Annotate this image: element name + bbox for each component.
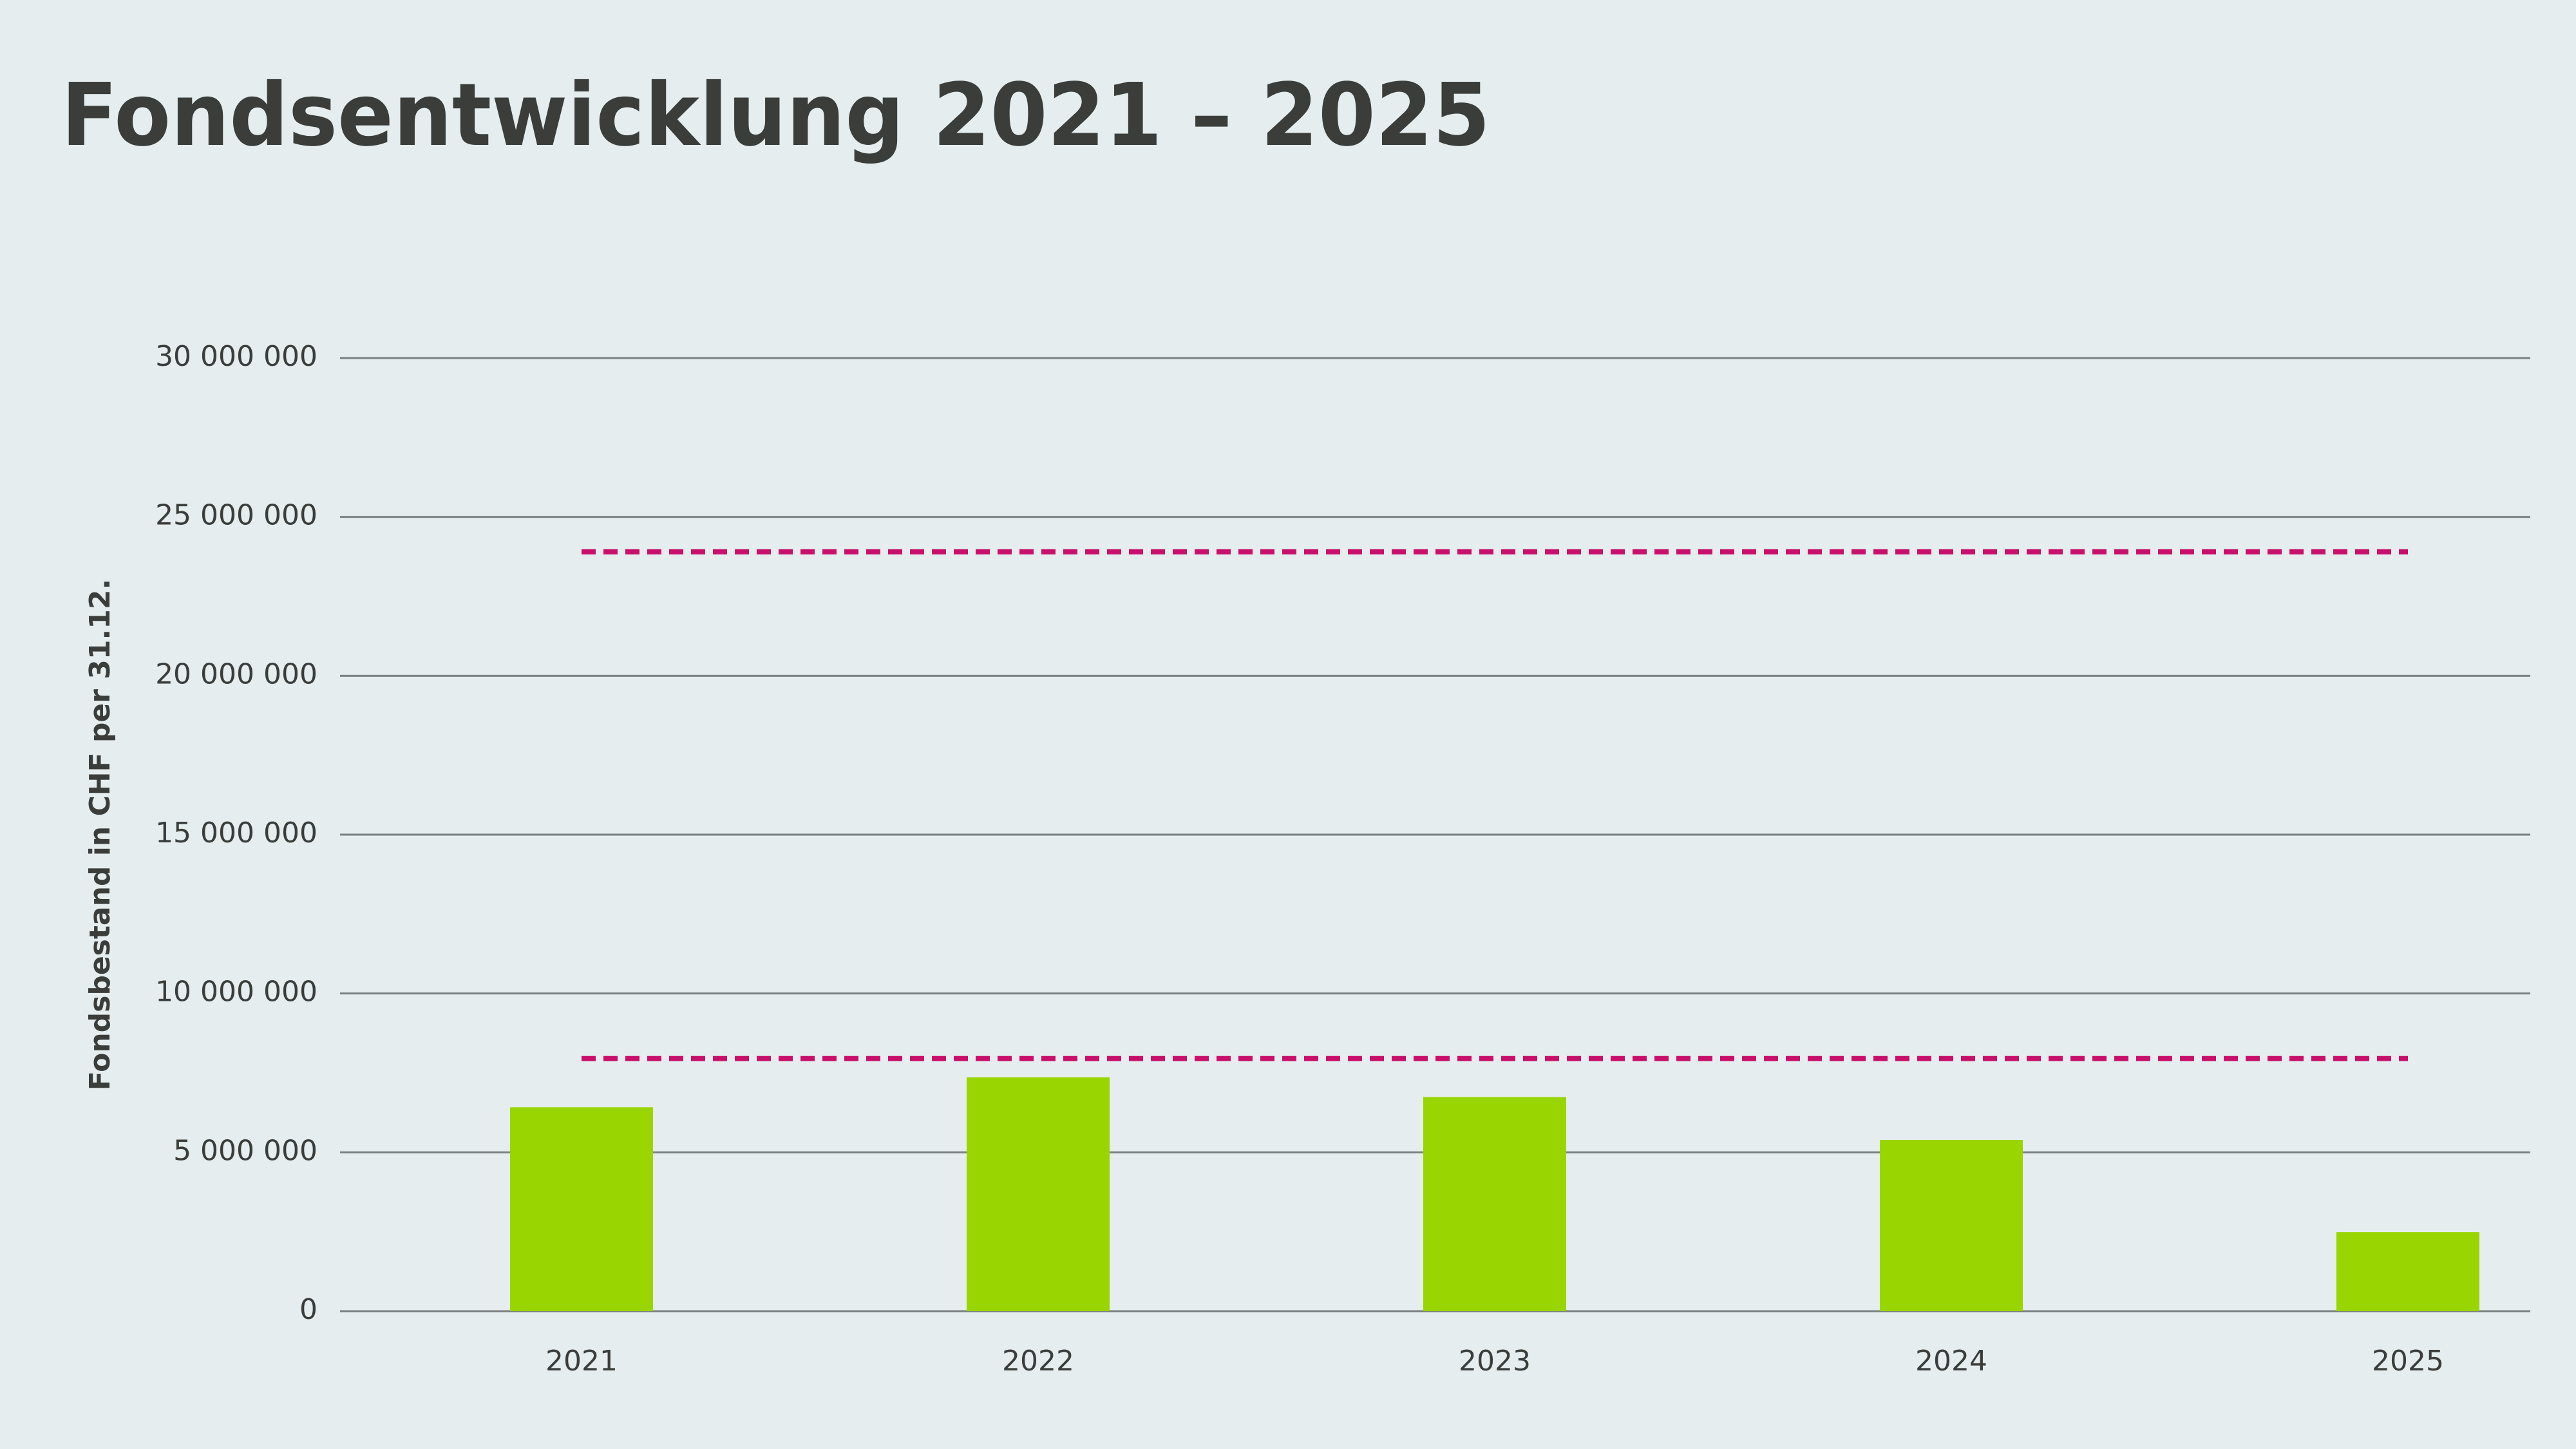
x-tick-label: 2024 [1915, 1345, 1987, 1378]
y-tick-label: 20 000 000 [155, 658, 317, 690]
chart-title: Fondsentwicklung 2021 – 2025 [61, 64, 1490, 166]
bar [2336, 1232, 2479, 1311]
y-axis-label: Fondsbestand in CHF per 31.12. [84, 579, 117, 1090]
y-tick-label: 15 000 000 [155, 817, 317, 849]
y-tick-label: 25 000 000 [155, 499, 317, 532]
y-tick-label: 10 000 000 [155, 976, 317, 1009]
bar [510, 1107, 653, 1311]
y-tick-label: 30 000 000 [155, 340, 317, 373]
y-tick-label: 0 [299, 1293, 317, 1326]
bar [967, 1077, 1110, 1311]
bar [1423, 1097, 1566, 1311]
y-tick-label: 5 000 000 [173, 1134, 317, 1167]
x-tick-label: 2021 [545, 1345, 618, 1378]
x-tick-label: 2022 [1002, 1345, 1074, 1378]
x-tick-label: 2023 [1459, 1345, 1531, 1378]
bar [1880, 1140, 2023, 1311]
x-tick-label: 2025 [2372, 1345, 2444, 1378]
